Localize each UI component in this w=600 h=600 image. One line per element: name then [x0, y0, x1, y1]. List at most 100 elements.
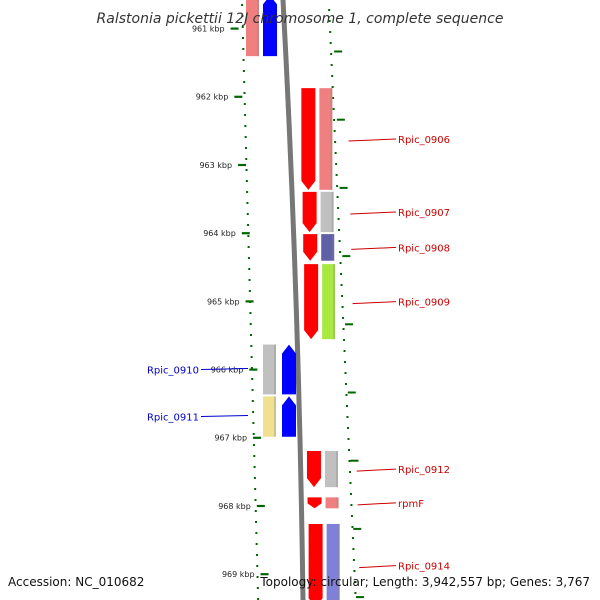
axis-tick-label: 968 kbp [218, 502, 251, 511]
gene-arrow [282, 344, 296, 395]
guide-dot [247, 235, 250, 237]
guide-dot [256, 576, 259, 578]
axis-tick-mark-right [347, 391, 356, 394]
guide-dot [335, 163, 338, 165]
guide-dot [247, 224, 250, 226]
cog-band [319, 88, 333, 190]
cog-band [321, 234, 335, 261]
cog-band-edge [274, 396, 276, 437]
guide-dot [255, 543, 258, 545]
guide-dot [332, 108, 335, 110]
guide-dot [346, 405, 348, 407]
guide-dot [354, 592, 357, 594]
gene-label-leader [352, 301, 397, 305]
gene-label-leader [350, 211, 397, 215]
chromosome-backbone [280, 0, 306, 600]
axis-tick-mark-right [342, 255, 351, 258]
guide-dot [347, 438, 350, 440]
guide-dot [253, 455, 256, 457]
guide-dot [250, 345, 253, 347]
guide-dot [244, 147, 247, 149]
guide-dot [245, 169, 248, 171]
guide-dot [336, 185, 339, 187]
guide-dot [249, 323, 252, 325]
guide-dot [253, 477, 256, 479]
guide-dot [348, 471, 351, 473]
guide-dot [241, 37, 244, 39]
cog-band [326, 523, 340, 600]
axis-tick-mark-right [350, 459, 359, 462]
axis-tick-mark-right [336, 118, 345, 121]
guide-dot [255, 532, 258, 534]
axis-tick-mark [230, 27, 239, 30]
gene-arrow [308, 523, 323, 600]
genome-summary-text: Topology: circular; Length: 3,942,557 bp… [259, 575, 590, 589]
guide-dot [338, 229, 341, 231]
gene-label-leader [357, 502, 397, 506]
guide-dot [252, 433, 255, 435]
axis-tick-mark-right [353, 527, 362, 530]
guide-dot [337, 207, 340, 209]
guide-dot [242, 48, 245, 50]
guide-dot [343, 350, 346, 352]
guide-dot [353, 581, 356, 583]
gene-arrow [307, 497, 322, 509]
guide-dot [335, 174, 338, 176]
gene-arrow [304, 264, 319, 340]
gene-label-text: Rpic_0914 [398, 562, 450, 573]
guide-dot [255, 521, 258, 523]
guide-dot [329, 31, 332, 33]
guide-dot [337, 218, 340, 220]
guide-dot [254, 488, 257, 490]
gene-arrow [302, 191, 317, 233]
guide-dot [340, 273, 343, 275]
axis-tick-label: 961 kbp [192, 25, 225, 34]
guide-dot [328, 9, 331, 11]
guide-dot [246, 191, 249, 193]
cog-band [263, 344, 276, 395]
gene-label-leader [356, 468, 397, 472]
guide-dot [347, 449, 350, 451]
guide-dot [257, 598, 260, 600]
axis-tick-mark [249, 368, 258, 371]
guide-dot [331, 86, 334, 88]
guide-dot [353, 570, 356, 572]
guide-dot [341, 306, 344, 308]
guide-dot [350, 515, 353, 517]
guide-dot [241, 26, 244, 28]
guide-dot [346, 416, 349, 418]
guide-dot [252, 411, 255, 413]
cog-band-edge [333, 264, 336, 340]
guide-dot [328, 20, 331, 22]
guide-dot [330, 64, 333, 66]
guide-dot [332, 97, 335, 99]
guide-dot [252, 422, 255, 424]
gene-label-text: Rpic_0907 [398, 208, 450, 219]
guide-dot [343, 339, 346, 341]
axis-tick-mark [253, 436, 262, 439]
guide-dot [255, 554, 258, 556]
guide-dot [333, 130, 336, 132]
axis-tick-mark [256, 504, 265, 508]
guide-dot [344, 361, 347, 363]
guide-dot [334, 141, 337, 143]
guide-dot [250, 334, 253, 336]
guide-dot [256, 565, 259, 567]
axis-tick-label: 965 kbp [207, 297, 240, 306]
cog-band-edge [331, 191, 334, 233]
guide-dot [333, 119, 336, 121]
axis-tick-mark-right [345, 323, 354, 326]
cog-band [246, 0, 259, 57]
guide-dot [250, 367, 253, 369]
guide-dot [242, 70, 245, 72]
gene-label-text: Rpic_0910 [147, 366, 199, 377]
cog-band-edge [335, 450, 338, 488]
guide-dot [241, 4, 244, 6]
guide-dot [256, 587, 259, 589]
guide-dot [341, 295, 344, 297]
guide-dot [254, 510, 257, 512]
gene-arrow [301, 88, 316, 190]
guide-dot [351, 537, 354, 539]
guide-dot [243, 103, 246, 105]
